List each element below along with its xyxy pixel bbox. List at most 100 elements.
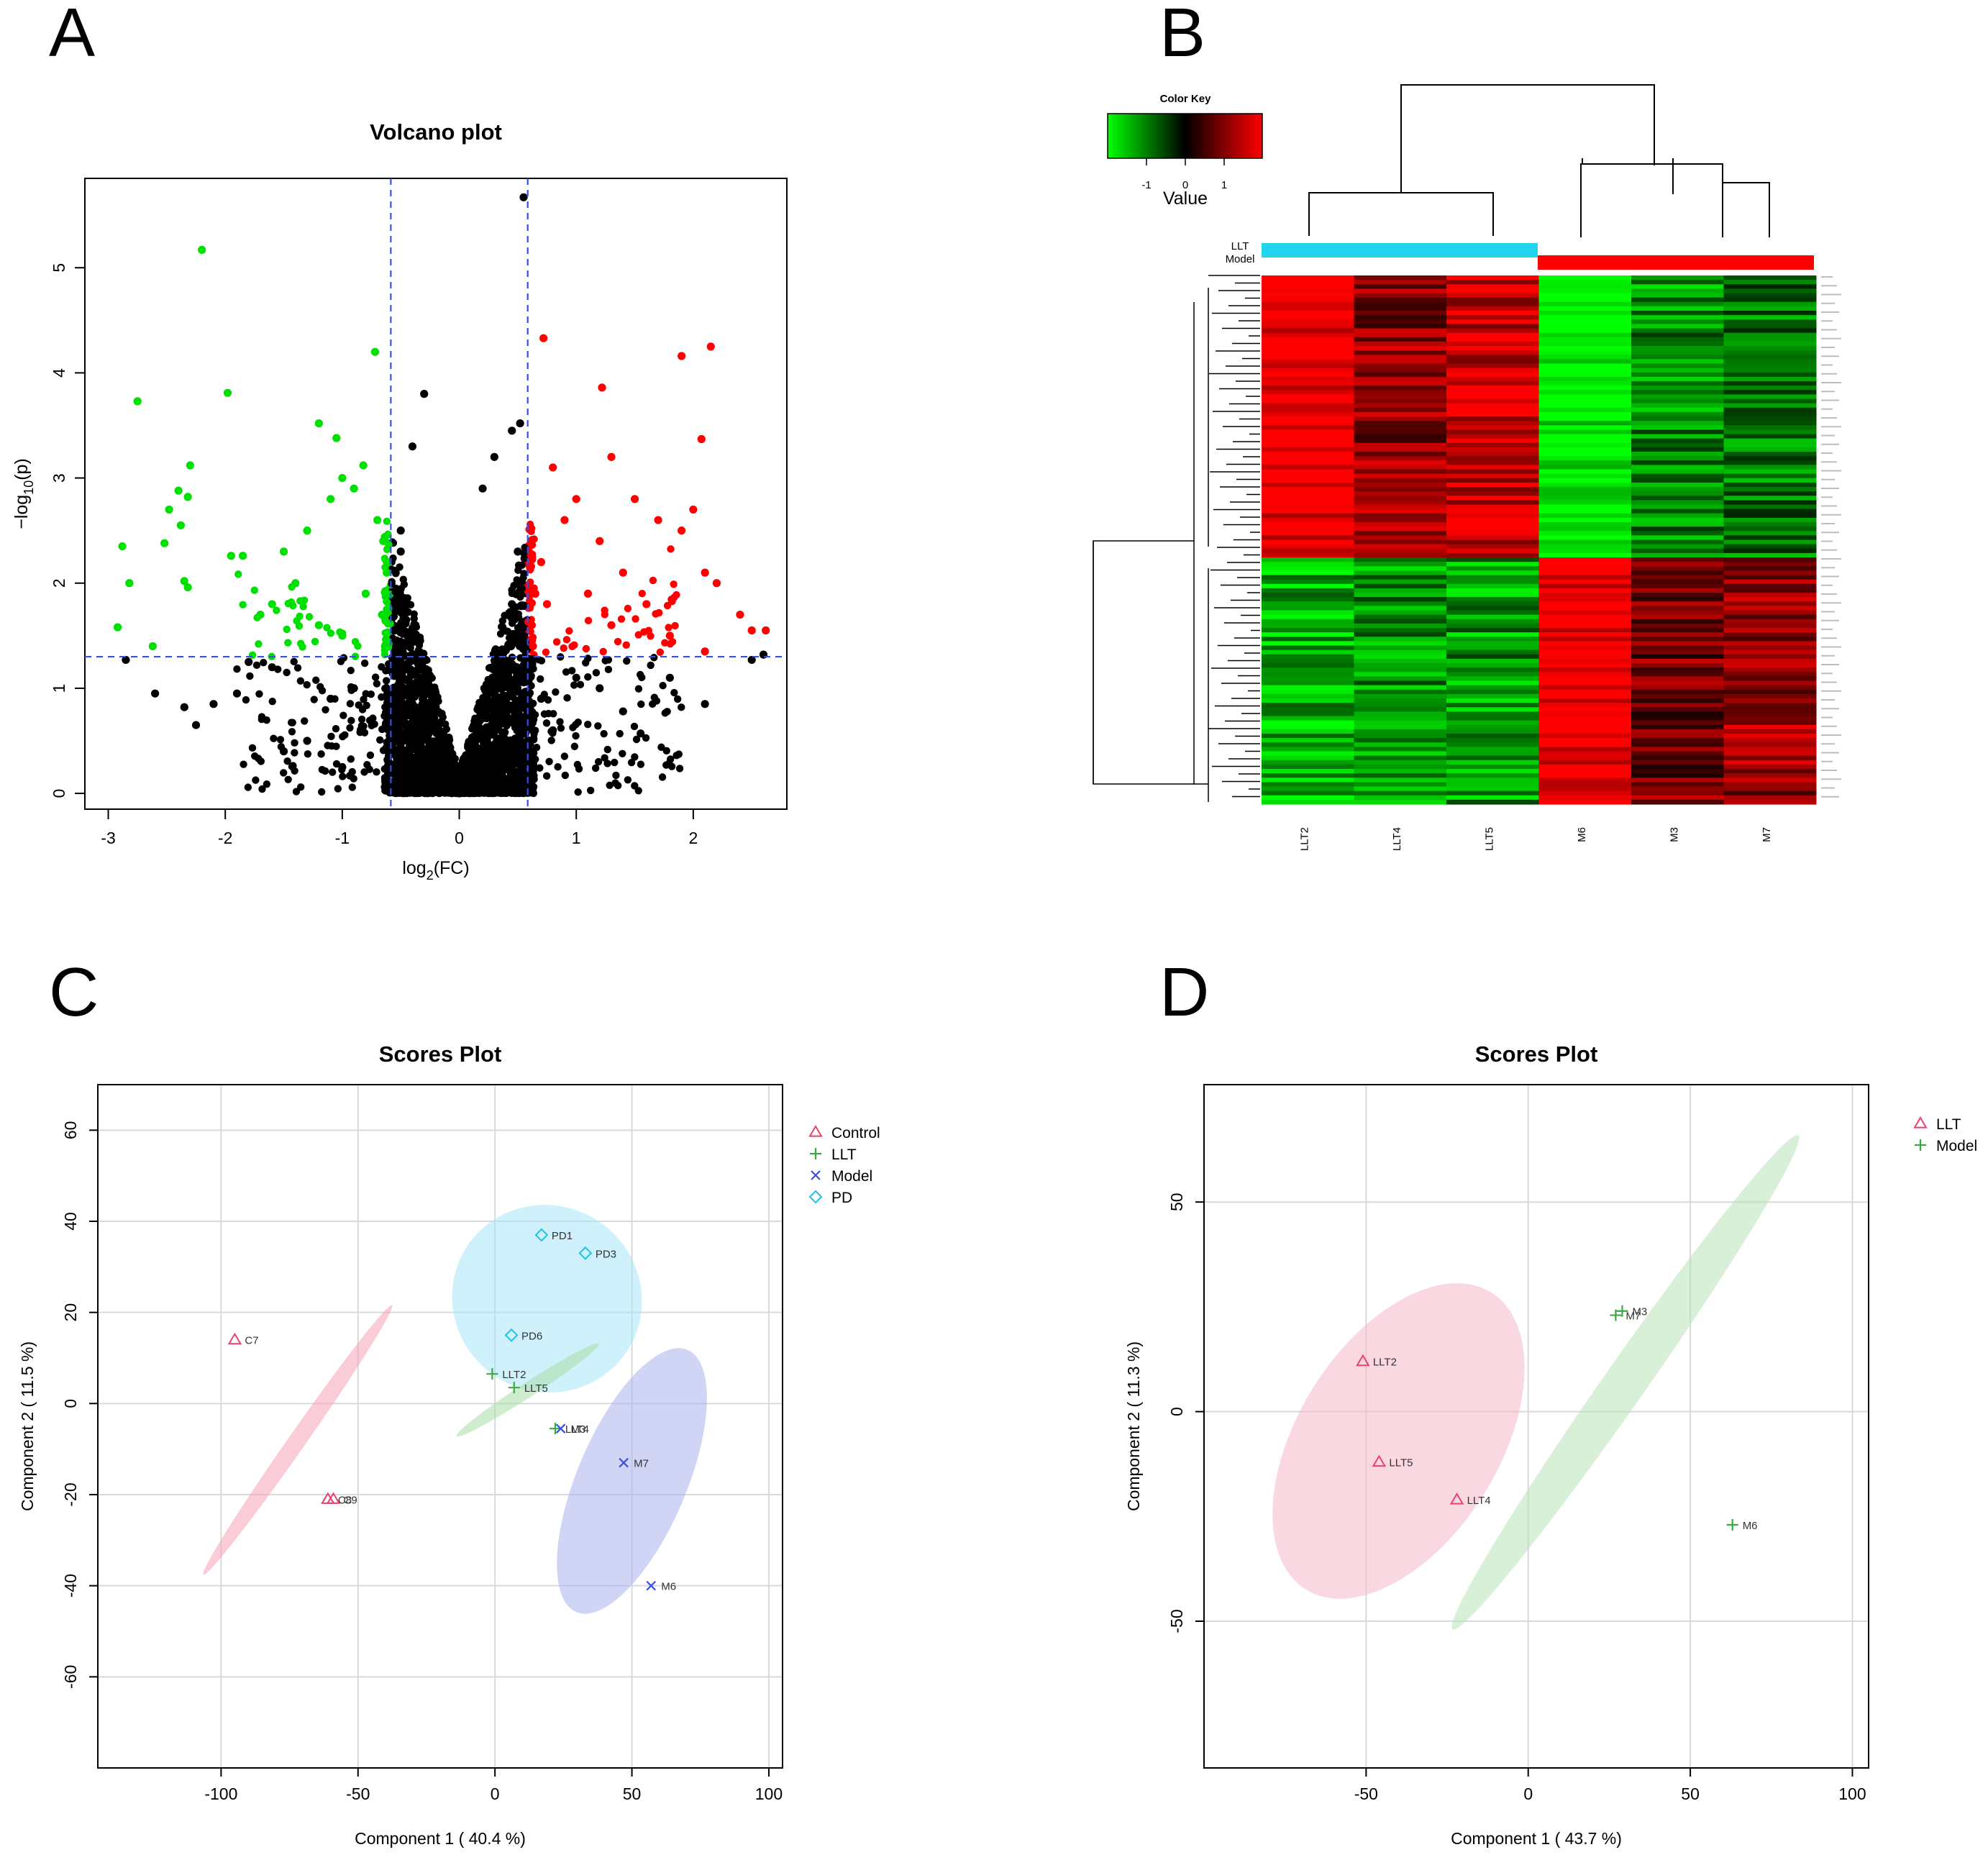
data-point (647, 661, 655, 670)
data-point (227, 552, 235, 560)
heatmap-cell (1631, 552, 1724, 558)
heatmap-cell (1723, 667, 1817, 673)
heatmap-cell (1446, 465, 1539, 470)
heatmap-cell (1262, 500, 1354, 506)
heatmap-cell (1262, 487, 1354, 492)
heatmap-cell (1446, 473, 1539, 479)
heatmap-cell (1446, 359, 1539, 365)
data-point (606, 781, 614, 789)
heatmap-cell (1354, 469, 1447, 475)
data-point (511, 616, 519, 624)
data-point (432, 757, 440, 766)
legend-symbol-pd (808, 1190, 823, 1204)
heatmap-cell (1446, 755, 1539, 761)
data-point (736, 610, 744, 619)
data-point (339, 732, 347, 741)
data-point (554, 763, 562, 771)
data-point (327, 732, 335, 741)
heatmap-cell (1538, 293, 1632, 298)
y-axis-label: Component 2 ( 11.3 %) (1124, 1341, 1143, 1511)
heatmap-cell (1262, 557, 1354, 562)
data-point (246, 672, 254, 680)
data-point (148, 642, 157, 651)
row-label (1821, 391, 1835, 393)
data-point (504, 682, 512, 690)
data-point (531, 711, 539, 719)
data-point (411, 729, 419, 737)
data-point (332, 434, 341, 442)
heatmap-cell (1262, 778, 1354, 783)
data-point (432, 744, 439, 753)
heatmap-cell (1446, 363, 1539, 369)
data-point (532, 755, 539, 763)
heatmap-cell (1723, 676, 1817, 682)
data-point (518, 738, 526, 746)
heatmap-cell (1446, 729, 1539, 734)
data-point (503, 755, 511, 763)
heatmap-cell (1538, 593, 1632, 598)
x-tick-label: 0 (455, 829, 464, 847)
point-cloud (233, 517, 685, 798)
heatmap-cell (1631, 376, 1724, 382)
data-point (314, 419, 323, 428)
data-point (446, 760, 455, 767)
data-point (604, 656, 613, 664)
series-up-regulated (527, 334, 770, 656)
color-key-tick-label: 0 (1182, 179, 1188, 191)
heatmap-cell (1538, 332, 1632, 338)
data-point (383, 517, 391, 526)
data-point (662, 747, 670, 755)
heatmap-cell (1354, 579, 1447, 585)
heatmap-cell (1631, 628, 1724, 633)
heatmap-cell (1446, 522, 1539, 527)
heatmap-cell (1723, 297, 1817, 303)
y-tick-label: 60 (61, 1121, 80, 1140)
row-label (1821, 470, 1841, 472)
data-point (410, 743, 418, 752)
legend-symbol-model (811, 1170, 821, 1180)
data-point (133, 397, 142, 406)
heatmap-cell (1723, 442, 1817, 448)
heatmap-cell (1354, 658, 1447, 664)
heatmap-cell (1446, 355, 1539, 360)
heatmap-cell (1446, 698, 1539, 703)
heatmap-cell (1354, 539, 1447, 545)
heatmap-cell (1262, 460, 1354, 465)
heatmap-cell (1538, 610, 1632, 616)
data-point (614, 782, 622, 790)
legend-symbol-llt (1913, 1116, 1928, 1129)
heatmap-cell (1538, 734, 1632, 739)
data-point (519, 660, 528, 669)
heatmap-cell (1723, 482, 1817, 488)
heatmap-cell (1723, 663, 1817, 668)
data-point (560, 644, 567, 652)
heatmap-cell (1723, 487, 1817, 492)
heatmap-cell (1354, 442, 1447, 448)
data-point (312, 676, 320, 684)
data-point (665, 624, 672, 632)
data-point (358, 706, 367, 714)
data-point (424, 726, 432, 735)
heatmap-cell (1538, 751, 1632, 757)
data-point (582, 644, 591, 653)
data-point (338, 473, 347, 483)
data-point (537, 657, 546, 665)
data-point (697, 434, 706, 444)
data-label-pd1: PD1 (552, 1230, 573, 1242)
row-label (1821, 452, 1833, 454)
heatmap-cell (1538, 438, 1632, 444)
heatmap-cell (1446, 575, 1539, 580)
heatmap-cell (1262, 293, 1354, 298)
heatmap-cell (1723, 531, 1817, 536)
row-label (1821, 760, 1833, 762)
data-point (483, 711, 491, 720)
heatmap-cell (1446, 332, 1539, 338)
data-point (479, 781, 487, 790)
data-point (332, 742, 340, 750)
heatmap-cell (1538, 394, 1632, 400)
column-label: LLT4 (1391, 827, 1403, 851)
heatmap-cell (1262, 667, 1354, 673)
data-point (619, 707, 627, 716)
data-point (562, 636, 571, 644)
heatmap-cell (1631, 645, 1724, 651)
